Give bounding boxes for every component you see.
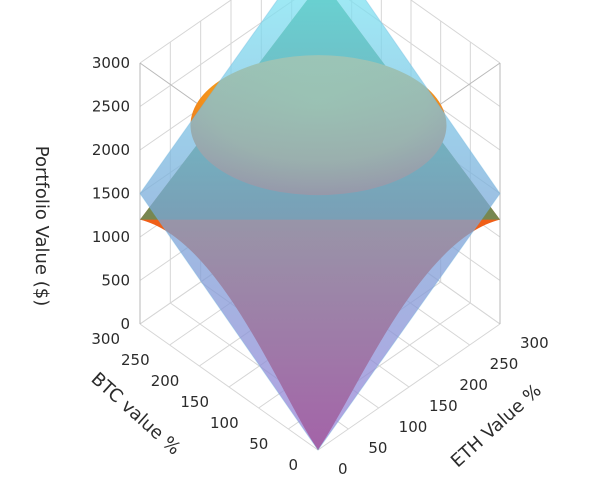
y-tick-label-6: 300 bbox=[520, 334, 549, 352]
z-tick-label-5: 2500 bbox=[92, 98, 130, 116]
left-wall-grid-h-6 bbox=[139, 0, 232, 64]
x-tick-label-6: 300 bbox=[91, 330, 120, 348]
x-tick-label-1: 50 bbox=[249, 435, 268, 453]
y-tick-label-0: 0 bbox=[338, 460, 348, 478]
x-tick-label-2: 100 bbox=[210, 414, 239, 432]
plane-surface bbox=[139, 0, 501, 451]
right-wall-grid-h-6 bbox=[410, 0, 501, 64]
y-tick-label-3: 150 bbox=[429, 397, 458, 415]
z-tick-label-1: 500 bbox=[101, 272, 130, 290]
y-tick-label-4: 200 bbox=[459, 376, 488, 394]
x-tick-label-3: 150 bbox=[180, 393, 209, 411]
y-tick-label-2: 100 bbox=[399, 418, 428, 436]
x-tick-label-5: 250 bbox=[121, 351, 150, 369]
floor-grid-y-0 bbox=[139, 323, 319, 451]
z-tick-label-3: 1500 bbox=[92, 185, 130, 203]
z-tick-label-2: 1000 bbox=[92, 228, 130, 246]
x-tick-label-4: 200 bbox=[151, 372, 180, 390]
tick-layer: 0500100015002000250030000501001502002503… bbox=[91, 54, 548, 478]
z-tick-label-4: 2000 bbox=[92, 141, 130, 159]
y-tick-label-5: 250 bbox=[490, 355, 519, 373]
surface-layer bbox=[139, 0, 501, 451]
y-tick-label-1: 50 bbox=[368, 439, 387, 457]
z-tick-label-6: 3000 bbox=[92, 54, 130, 72]
x-tick-label-0: 0 bbox=[288, 456, 298, 474]
z-tick-label-0: 0 bbox=[120, 315, 130, 333]
z-axis-title: Portfolio Value ($) bbox=[31, 146, 52, 306]
